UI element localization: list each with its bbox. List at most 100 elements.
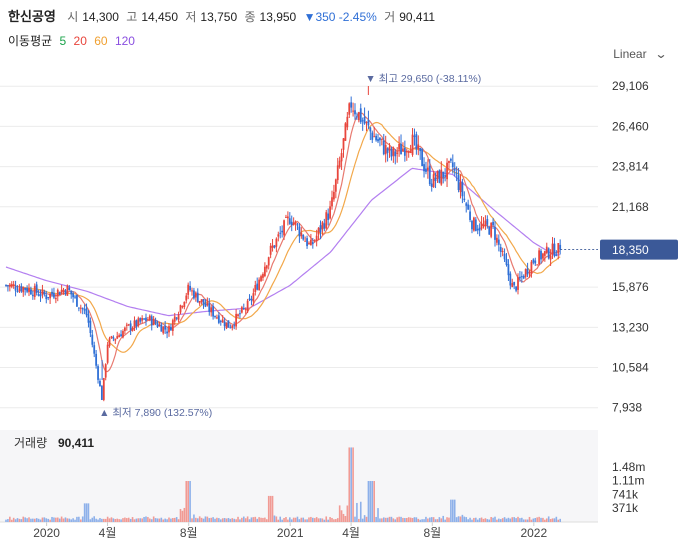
ma-5[interactable]: 5 xyxy=(59,34,67,48)
volume-bar xyxy=(99,518,101,522)
volume-bar xyxy=(26,518,28,522)
volume-bar xyxy=(509,518,512,522)
volume-bar xyxy=(386,517,389,522)
volume-bar xyxy=(51,516,53,522)
volume-bar xyxy=(476,519,479,522)
candle-body xyxy=(179,305,182,313)
volume-bar xyxy=(411,517,414,522)
candle-body xyxy=(411,134,414,155)
volume-bar xyxy=(446,517,448,522)
open-value: 14,300 xyxy=(82,10,119,24)
scale-label: Linear xyxy=(613,47,647,61)
volume-bar xyxy=(129,518,132,522)
candle-body xyxy=(308,242,310,244)
volume-bar xyxy=(396,517,398,522)
volume-tick-label: 741k xyxy=(612,487,639,501)
volume-bar xyxy=(216,517,218,522)
price-tick-label: 21,168 xyxy=(612,200,649,214)
candle-body xyxy=(258,279,261,291)
candle-body xyxy=(235,313,238,327)
candle-body xyxy=(108,338,111,346)
candle-body xyxy=(519,276,521,279)
candle-body xyxy=(501,251,504,253)
volume-bar xyxy=(7,519,9,522)
volume-bar xyxy=(428,517,431,522)
volume-bar xyxy=(513,517,515,522)
volume-bar xyxy=(83,503,86,522)
volume-bar xyxy=(542,517,544,522)
candle-body xyxy=(557,243,560,254)
volume-bar xyxy=(281,519,283,522)
volume-bar xyxy=(312,517,314,522)
volume-bar xyxy=(503,517,506,522)
volume-bar xyxy=(152,516,155,522)
candle-body xyxy=(18,288,21,292)
candle-body xyxy=(323,223,326,229)
volume-bar xyxy=(373,481,375,522)
volume-bar xyxy=(404,518,406,522)
candle-body xyxy=(16,290,19,292)
candle-body xyxy=(528,272,531,274)
candle-body xyxy=(448,160,450,163)
volume-bar xyxy=(321,518,324,522)
candle-body xyxy=(47,296,50,299)
volume-bar xyxy=(56,517,59,522)
candle-body xyxy=(513,281,516,286)
volume-bar xyxy=(78,516,80,522)
volume-bar xyxy=(264,517,266,522)
volume-bar xyxy=(304,519,306,522)
volume-bar xyxy=(22,516,25,522)
candle-body xyxy=(183,301,186,307)
volume-bar xyxy=(85,503,88,522)
volume-bar xyxy=(547,516,550,522)
candle-body xyxy=(14,286,17,291)
volume-bar xyxy=(461,514,464,522)
candle-body xyxy=(91,334,94,345)
candle-body xyxy=(177,314,180,320)
ma-120[interactable]: 120 xyxy=(114,34,135,48)
volume-bar xyxy=(377,508,379,522)
candle-body xyxy=(403,147,406,156)
candle-body xyxy=(336,165,339,181)
volume-bar xyxy=(74,519,76,522)
candle-body xyxy=(185,295,188,301)
ma-20[interactable]: 20 xyxy=(73,34,87,48)
candle-body xyxy=(555,254,558,256)
scale-selector[interactable]: Linear ⌄ xyxy=(613,47,668,61)
volume-bar xyxy=(471,519,473,522)
volume-bar xyxy=(398,516,400,522)
volume-bar xyxy=(170,518,172,522)
volume-bar xyxy=(10,519,13,522)
volume-bar xyxy=(549,519,552,522)
chevron-down-icon: ⌄ xyxy=(654,47,668,61)
candle-body xyxy=(20,285,23,292)
volume-bar xyxy=(227,517,230,522)
candle-body xyxy=(164,325,167,330)
min-annotation: ▲ 최저 7,890 (132.57%) xyxy=(99,407,212,419)
volume-bar xyxy=(298,519,301,522)
candle-body xyxy=(22,287,25,293)
volume-bar xyxy=(333,519,335,522)
volume-bar xyxy=(235,519,237,522)
candle-body xyxy=(265,265,268,269)
candle-body xyxy=(239,313,241,315)
volume-bar xyxy=(195,517,197,522)
volume-bar xyxy=(415,517,418,522)
volume-bar xyxy=(340,510,343,522)
ma-60[interactable]: 60 xyxy=(94,34,108,48)
volume-bar xyxy=(218,518,220,522)
candle-body xyxy=(216,317,218,319)
candle-body xyxy=(256,283,259,290)
candle-body xyxy=(367,120,370,126)
candle-body xyxy=(390,148,393,157)
volume-bar xyxy=(409,517,412,522)
candle-body xyxy=(288,218,291,224)
candle-body xyxy=(319,225,322,232)
candle-body xyxy=(58,292,61,295)
candle-body xyxy=(250,298,253,301)
candle-body xyxy=(472,217,475,231)
candle-body xyxy=(478,227,481,231)
volume-bar xyxy=(465,517,468,522)
candle-body xyxy=(135,320,138,327)
